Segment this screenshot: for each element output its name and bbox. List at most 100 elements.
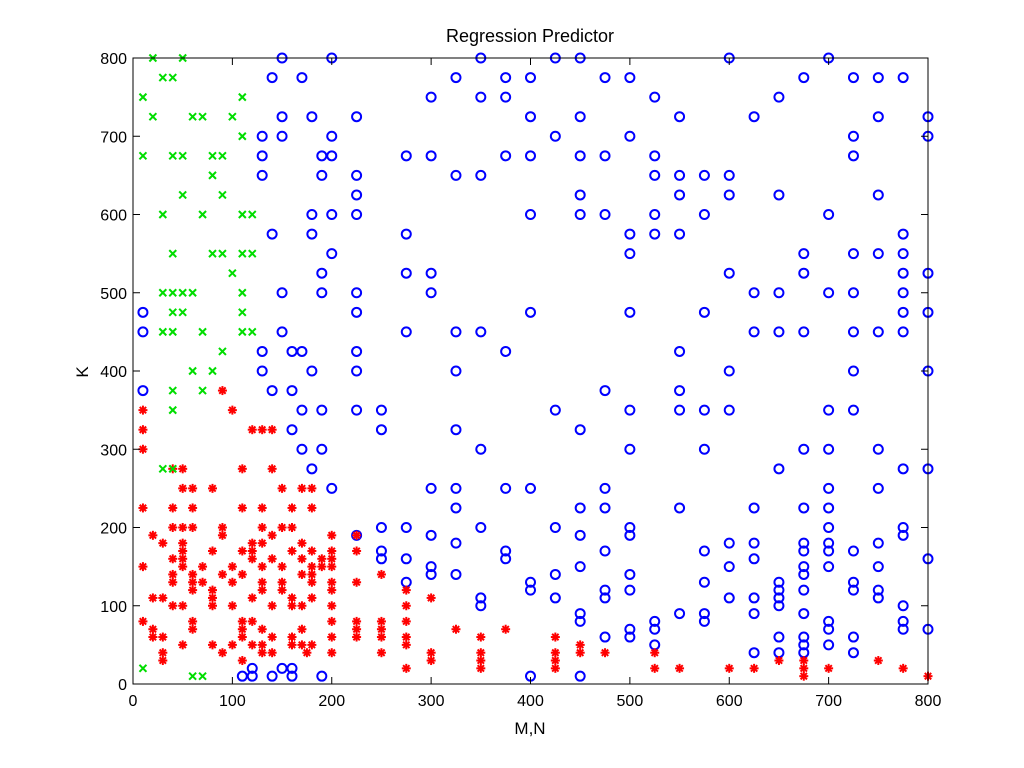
data-point-x: [168, 308, 177, 317]
data-point-asterisk: [237, 656, 247, 666]
data-point-asterisk: [217, 523, 227, 532]
data-point-circle: [847, 631, 859, 643]
data-point-circle: [599, 150, 611, 162]
data-point-circle: [425, 150, 437, 162]
data-point-asterisk: [257, 425, 267, 435]
data-point-circle: [698, 169, 710, 181]
data-point-asterisk: [168, 554, 178, 564]
data-point-asterisk: [188, 585, 198, 595]
data-point-asterisk: [277, 585, 287, 595]
data-point-circle: [897, 623, 909, 635]
data-point-asterisk: [550, 663, 560, 673]
data-point-circle: [823, 287, 835, 299]
data-point-circle: [723, 561, 735, 573]
data-point-circle: [256, 345, 268, 357]
data-point-circle: [316, 670, 328, 682]
data-point-asterisk: [376, 624, 386, 634]
data-point-circle: [574, 150, 586, 162]
data-point-asterisk: [724, 663, 734, 673]
data-point-x: [158, 73, 168, 82]
data-point-circle: [549, 522, 561, 533]
x-tick-label: 600: [716, 693, 743, 710]
x-tick-label: 0: [129, 693, 138, 710]
x-tick-label: 700: [815, 693, 842, 710]
data-point-circle: [351, 365, 363, 377]
data-point-asterisk: [257, 624, 267, 634]
data-point-asterisk: [138, 503, 148, 513]
data-point-circle: [351, 111, 363, 123]
data-point-asterisk: [138, 562, 148, 572]
data-point-circle: [624, 404, 636, 416]
data-point-circle: [748, 553, 760, 565]
data-point-asterisk: [178, 464, 188, 474]
data-point-asterisk: [247, 593, 257, 603]
data-point-circle: [798, 608, 810, 620]
data-point-circle: [823, 404, 835, 416]
x-tick-label: 300: [418, 693, 445, 710]
data-point-circle: [425, 91, 437, 103]
data-point-circle: [748, 608, 760, 620]
data-point-asterisk: [217, 530, 227, 540]
data-point-asterisk: [352, 624, 362, 634]
data-point-asterisk: [401, 663, 411, 673]
data-point-circle: [798, 248, 810, 260]
data-point-asterisk: [898, 663, 908, 673]
data-point-circle: [525, 150, 536, 162]
data-point-circle: [798, 639, 810, 651]
data-point-circle: [897, 287, 909, 299]
data-point-circle: [674, 404, 686, 416]
data-point-circle: [897, 248, 909, 260]
data-point-asterisk: [297, 554, 307, 564]
data-point-asterisk: [376, 569, 386, 579]
data-point-circle: [296, 404, 308, 416]
data-point-asterisk: [158, 538, 168, 548]
data-point-circle: [872, 537, 884, 549]
data-point-circle: [847, 545, 859, 557]
data-point-circle: [847, 365, 859, 377]
data-point-asterisk: [208, 601, 217, 611]
data-point-circle: [475, 326, 487, 338]
data-point-circle: [276, 111, 288, 123]
data-point-asterisk: [257, 503, 267, 513]
data-point-x: [168, 249, 177, 258]
data-point-asterisk: [297, 538, 307, 548]
data-point-asterisk: [148, 624, 158, 634]
data-point-asterisk: [168, 601, 178, 611]
data-point-asterisk: [168, 577, 178, 587]
data-point-circle: [450, 502, 462, 514]
data-point-asterisk: [237, 569, 247, 579]
data-point-asterisk: [401, 640, 411, 650]
data-point-circle: [400, 326, 412, 338]
data-point-circle: [897, 463, 909, 475]
data-point-circle: [266, 228, 278, 240]
data-point-x: [228, 268, 237, 278]
data-point-x: [198, 210, 207, 219]
data-point-circle: [624, 306, 636, 318]
data-point-asterisk: [401, 632, 411, 642]
data-point-asterisk: [257, 648, 267, 658]
data-point-circle: [847, 576, 859, 588]
data-point-asterisk: [307, 546, 317, 556]
data-point-circle: [500, 345, 512, 357]
data-point-asterisk: [650, 648, 660, 658]
data-point-x: [158, 210, 168, 219]
y-tick-label: 400: [100, 364, 127, 381]
data-point-circle: [549, 568, 561, 580]
data-point-x: [208, 151, 217, 161]
data-point-asterisk: [277, 562, 287, 572]
data-point-circle: [698, 209, 710, 220]
data-point-circle: [375, 404, 387, 416]
data-point-circle: [286, 670, 298, 682]
data-point-asterisk: [307, 483, 317, 493]
data-point-circle: [872, 584, 884, 596]
data-point-circle: [624, 584, 636, 596]
data-point-asterisk: [307, 562, 317, 572]
data-point-circle: [872, 561, 884, 573]
data-point-circle: [748, 502, 760, 514]
y-tick-label: 500: [100, 286, 127, 303]
data-point-circle: [351, 287, 363, 299]
data-point-circle: [599, 209, 611, 220]
data-point-x: [248, 249, 257, 258]
data-point-circle: [574, 608, 586, 620]
data-point-x: [218, 347, 227, 356]
